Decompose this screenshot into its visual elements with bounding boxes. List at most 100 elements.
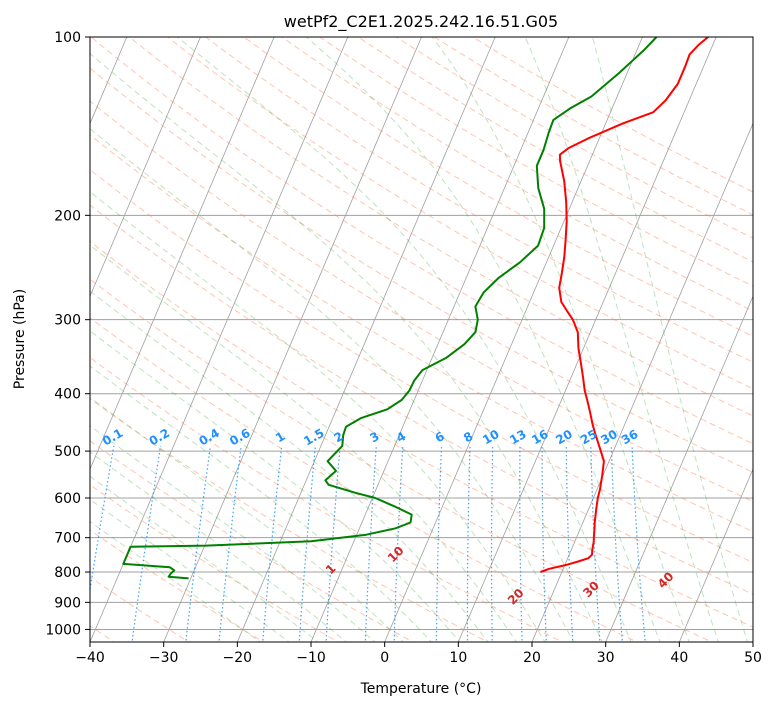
moist-adiabat-label: 10 bbox=[385, 543, 407, 565]
dry-adiabat-line bbox=[90, 356, 564, 642]
moist-adiabat-line bbox=[90, 475, 319, 642]
moist-adiabat-line bbox=[431, 37, 690, 642]
x-tick-label: 10 bbox=[449, 650, 467, 666]
x-tick-label: −30 bbox=[149, 650, 179, 666]
mixing-ratio-label: 0.1 bbox=[100, 426, 125, 449]
y-tick-label: 400 bbox=[54, 387, 81, 403]
isotherm-line bbox=[457, 37, 717, 642]
mixing-ratio-line bbox=[298, 445, 316, 642]
dry-adiabat-line bbox=[90, 529, 265, 642]
mixing-ratio-label: 20 bbox=[553, 427, 574, 447]
x-tick-label: 50 bbox=[744, 650, 762, 666]
x-tick-label: 40 bbox=[670, 650, 688, 666]
background-lines bbox=[90, 37, 753, 642]
x-tick-label: 20 bbox=[523, 650, 541, 666]
x-tick-label: 0 bbox=[380, 650, 389, 666]
mixing-ratio-label: 0.2 bbox=[147, 426, 172, 449]
mixing-ratio-label: 3 bbox=[368, 429, 382, 445]
dry-adiabat-line bbox=[90, 278, 713, 642]
mixing-ratio-label: 16 bbox=[529, 427, 550, 447]
dry-adiabat-line bbox=[319, 37, 753, 287]
dry-adiabat-line bbox=[90, 397, 489, 642]
moist-adiabat-line bbox=[524, 37, 719, 642]
mixing-ratio-line bbox=[218, 445, 242, 642]
moist-adiabat-label: 30 bbox=[580, 578, 602, 600]
dry-adiabat-line bbox=[166, 37, 753, 390]
y-tick-label: 100 bbox=[54, 30, 81, 46]
isotherm-line bbox=[163, 37, 422, 642]
dry-adiabat-line bbox=[90, 241, 753, 628]
mixing-ratio-line bbox=[466, 445, 471, 642]
isotherm-line bbox=[384, 37, 643, 642]
moist-adiabat-line bbox=[90, 191, 546, 642]
mixing-ratio-line bbox=[364, 445, 377, 642]
moist-adiabat-line bbox=[90, 52, 603, 642]
mixing-ratio-line bbox=[519, 445, 523, 642]
temperature-line bbox=[540, 37, 709, 573]
dry-adiabat-line bbox=[90, 317, 639, 642]
x-tick-label: −20 bbox=[223, 650, 253, 666]
dry-adiabat-line bbox=[242, 37, 753, 337]
moist-adiabat-label: 40 bbox=[655, 569, 677, 591]
moist-adiabat-label: 1 bbox=[323, 561, 339, 577]
isotherm-line bbox=[531, 122, 753, 642]
moist-adiabat-line bbox=[90, 330, 461, 642]
mixing-ratio-line bbox=[325, 445, 341, 642]
mixing-ratio-line bbox=[565, 445, 574, 642]
dry-adiabat-line bbox=[90, 484, 340, 642]
dry-adiabat-line bbox=[204, 37, 753, 363]
x-tick-label: −40 bbox=[75, 650, 105, 666]
dry-adiabat-line bbox=[90, 67, 753, 473]
mixing-ratio-label: 6 bbox=[433, 429, 447, 445]
mixing-ratio-line bbox=[610, 445, 624, 642]
moist-adiabat-line bbox=[90, 128, 575, 642]
mixing-ratio-label: 8 bbox=[461, 429, 475, 445]
dry-adiabat-line bbox=[90, 576, 190, 642]
moist-adiabat-line bbox=[306, 37, 661, 642]
mixing-ratio-line bbox=[262, 445, 283, 642]
mixing-ratio-line bbox=[393, 445, 404, 642]
moist-adiabat-line bbox=[90, 425, 376, 642]
moist-adiabat-label: 20 bbox=[505, 586, 527, 608]
isotherm-line bbox=[310, 37, 570, 642]
moist-adiabat-line bbox=[90, 244, 518, 642]
y-axis-ticks: 1000 900 800 700 600 500 400 300 200 100 bbox=[45, 30, 90, 638]
y-tick-label: 900 bbox=[54, 595, 81, 611]
isotherm-line bbox=[678, 468, 753, 642]
moist-adiabat-line bbox=[177, 37, 632, 642]
y-tick-label: 1000 bbox=[45, 622, 81, 638]
mixing-ratio-label: 0.4 bbox=[196, 426, 221, 449]
mixing-ratio-label: 10 bbox=[480, 427, 501, 447]
mixing-ratio-line bbox=[631, 445, 646, 642]
mixing-ratio-label: 0.6 bbox=[227, 426, 252, 449]
dry-adiabat-line bbox=[90, 204, 753, 595]
mixing-ratio-line bbox=[490, 445, 494, 642]
x-axis-label: Temperature (°C) bbox=[360, 681, 482, 697]
isotherm-line bbox=[752, 640, 753, 642]
y-tick-label: 200 bbox=[54, 208, 81, 224]
y-tick-label: 700 bbox=[54, 531, 81, 547]
x-tick-label: −10 bbox=[296, 650, 326, 666]
moist-adiabat-line bbox=[90, 520, 262, 642]
moist-adiabat-line bbox=[90, 396, 404, 642]
dry-adiabat-line bbox=[90, 168, 753, 564]
mixing-ratio-label: 25 bbox=[578, 427, 599, 447]
isotherm-line bbox=[605, 295, 753, 642]
mixing-ratio-line bbox=[185, 445, 211, 642]
y-tick-label: 800 bbox=[54, 565, 81, 581]
mixing-ratio-line bbox=[435, 445, 443, 642]
dry-adiabat-line bbox=[471, 37, 753, 193]
x-tick-label: 30 bbox=[597, 650, 615, 666]
mixing-ratio-line bbox=[541, 445, 547, 642]
dry-adiabat-line bbox=[281, 37, 753, 312]
moist-adiabat-line bbox=[90, 365, 433, 642]
dry-adiabat-line bbox=[90, 440, 414, 642]
mixing-ratio-line bbox=[590, 445, 601, 642]
isotherm-line bbox=[90, 37, 349, 642]
plot-frame bbox=[89, 36, 754, 643]
dewpoint-line bbox=[122, 37, 658, 580]
mixing-ratio-line bbox=[90, 445, 115, 594]
sounding-lines bbox=[122, 37, 709, 580]
y-tick-label: 500 bbox=[54, 444, 81, 460]
